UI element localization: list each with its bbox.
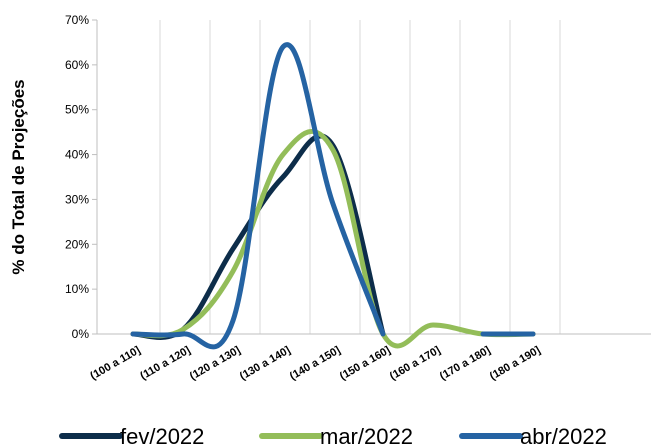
series-line-abr-2022 <box>130 42 386 350</box>
y-tick-label: 30% <box>65 192 89 206</box>
x-tick-label: (120 a 130] <box>188 344 243 383</box>
y-tick-label: 10% <box>65 282 89 296</box>
x-tick-label: (150 a 160] <box>338 344 393 383</box>
y-tick-label: 50% <box>65 103 89 117</box>
y-axis-title: % do Total de Projeções <box>9 79 28 274</box>
x-tick-label: (140 a 150] <box>288 344 343 383</box>
legend-label: mar/2022 <box>320 424 413 447</box>
series-line-mar-2022 <box>130 128 536 349</box>
y-tick-label: 40% <box>65 148 89 162</box>
x-tick-label: (130 a 140] <box>238 344 293 383</box>
y-tick-label: 0% <box>72 327 90 341</box>
legend-label: fev/2022 <box>120 424 204 447</box>
y-tick-label: 60% <box>65 58 89 72</box>
legend-label: abr/2022 <box>520 424 607 447</box>
x-tick-label: (110 a 120] <box>138 344 192 382</box>
x-tick-label: (160 a 170] <box>388 344 443 383</box>
x-tick-label: (170 a 180] <box>438 344 493 383</box>
x-tick-label: (100 a 110] <box>88 344 142 382</box>
y-tick-label: 20% <box>65 237 89 251</box>
y-tick-label: 70% <box>65 13 89 27</box>
x-tick-label: (180 a 190] <box>488 344 543 383</box>
